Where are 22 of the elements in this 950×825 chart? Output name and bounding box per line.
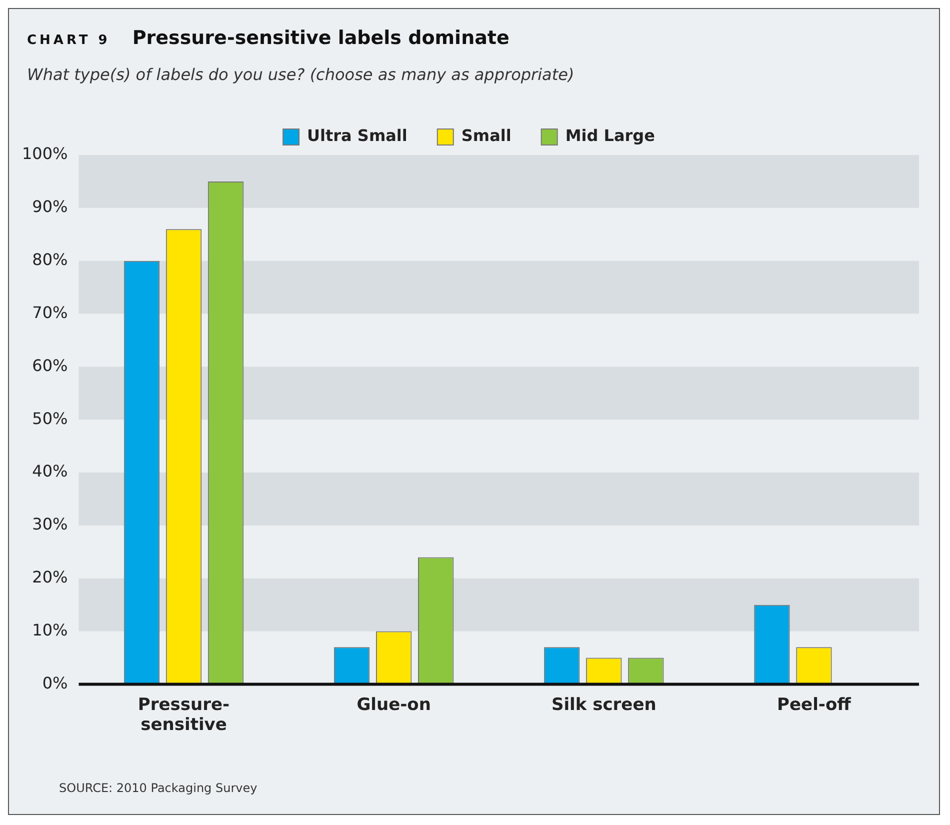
- y-tick-label: 40%: [32, 462, 68, 481]
- y-tick-label: 100%: [22, 144, 68, 164]
- y-tick-label: 0%: [42, 673, 68, 692]
- y-tick-label: 50%: [32, 408, 68, 428]
- legend-label: Ultra Small: [307, 126, 408, 146]
- source-note: SOURCE: 2010 Packaging Survey: [59, 781, 258, 795]
- y-tick-label: 70%: [32, 302, 68, 322]
- y-tick-label: 30%: [32, 514, 68, 534]
- chart-subtitle: What type(s) of labels do you use? (choose as many as appropriate): [27, 65, 574, 84]
- y-tick-label: 90%: [32, 197, 68, 216]
- x-tick-label: Silk screen: [551, 694, 656, 715]
- legend-label: Mid Large: [565, 126, 656, 146]
- y-tick-label: 80%: [32, 250, 68, 269]
- caption: CHART 9: [27, 33, 110, 48]
- y-tick-label: 60%: [32, 356, 68, 375]
- legend-label: Small: [461, 126, 512, 146]
- x-tick-label: Peel-off: [777, 694, 852, 715]
- x-tick-label: Pressure- sensitive: [138, 694, 230, 736]
- x-tick-label: Glue-on: [356, 694, 431, 715]
- chart-title: Pressure-sensitive labels dominate: [132, 27, 510, 49]
- y-tick-label: 20%: [32, 568, 68, 587]
- y-tick-label: 10%: [32, 620, 68, 640]
